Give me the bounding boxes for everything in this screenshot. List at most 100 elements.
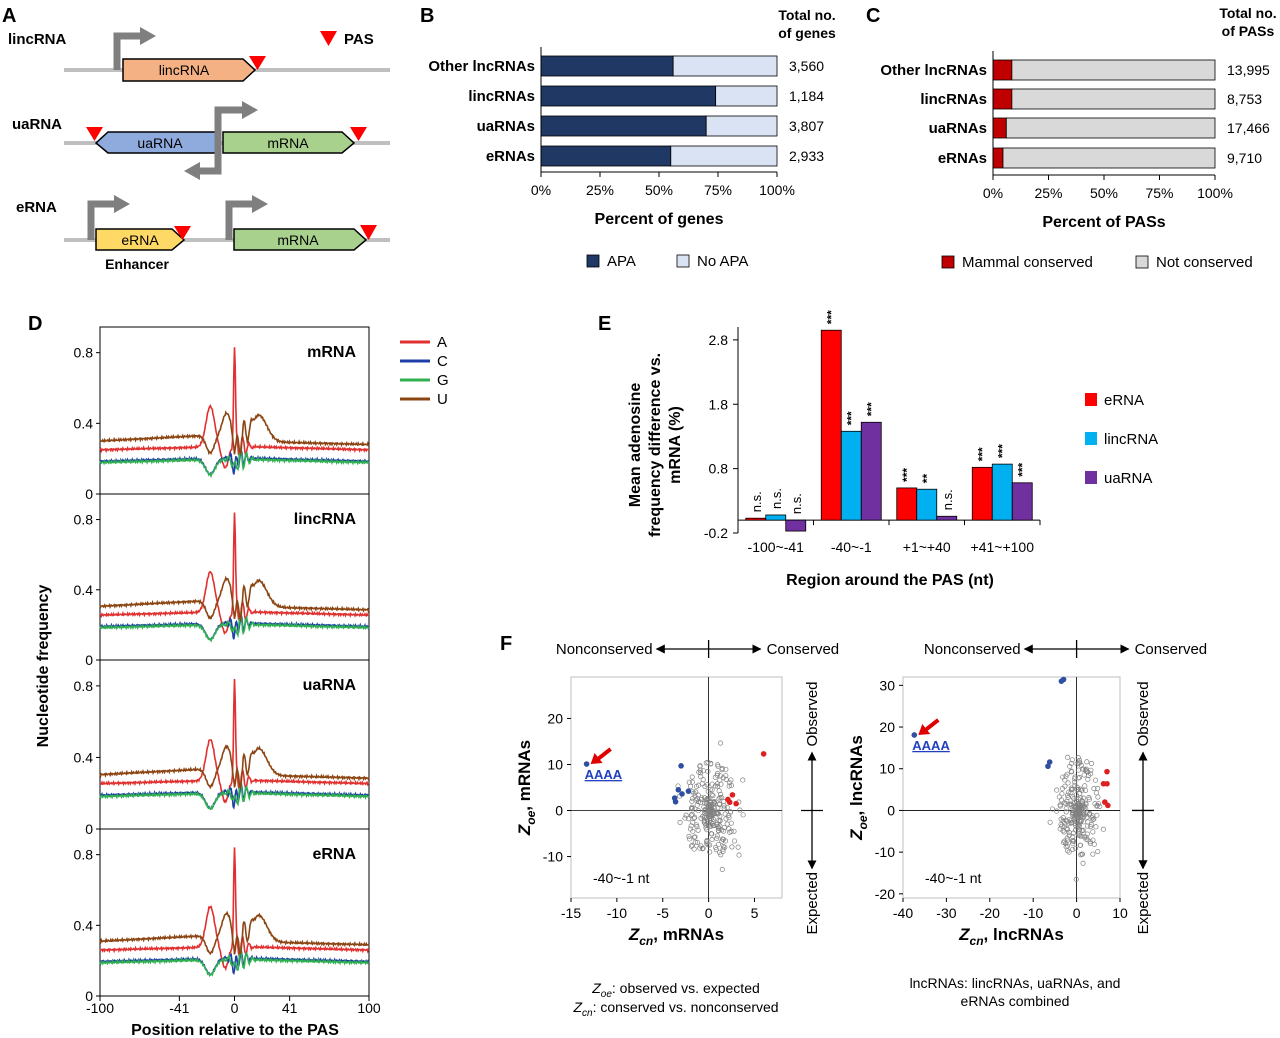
bar-segment-secondary <box>715 85 778 107</box>
background-point <box>695 792 701 798</box>
background-point <box>1070 838 1076 844</box>
background-point <box>1081 812 1087 818</box>
background-point <box>1065 794 1071 800</box>
pas-triangle-icon <box>174 226 191 240</box>
y-axis-label: Nucleotide frequency <box>35 585 52 748</box>
legend-label: Mammal conserved <box>962 254 1093 271</box>
legend-swatch <box>1085 393 1097 406</box>
background-point <box>716 849 723 855</box>
profile-line <box>99 947 369 977</box>
tss-reverse-arrow-icon <box>198 143 222 175</box>
background-point <box>1076 808 1082 815</box>
depleted-point <box>671 795 678 801</box>
x-axis-label: Region around the PAS (nt) <box>786 572 994 589</box>
x-axis-label-rest: , lncRNAs <box>984 925 1064 944</box>
y-tick-label: -10 <box>875 844 895 860</box>
profile-line <box>99 612 370 643</box>
legend-swatch <box>676 254 690 268</box>
x-tick-label: -10 <box>1023 905 1043 921</box>
mrna-box-label: mRNA <box>267 135 309 151</box>
mrna-box-label: mRNA <box>277 232 319 248</box>
category-label: Other lncRNAs <box>880 62 987 79</box>
x-tick-label: -15 <box>561 905 581 921</box>
y-tick-label: 0 <box>555 803 563 819</box>
bar-segment-primary <box>540 145 672 167</box>
y-tick-label: 0.8 <box>74 345 94 361</box>
background-point <box>1070 841 1076 847</box>
background-point <box>1091 786 1097 792</box>
background-point <box>709 837 715 843</box>
panel-b: B Total no. of genes Other lncRNAs 3,560 l… <box>420 5 836 270</box>
pas-triangle-icon <box>360 225 377 240</box>
background-point <box>740 777 746 783</box>
background-point <box>702 795 708 801</box>
y-axis-label-var: Z <box>847 829 866 841</box>
background-point <box>717 740 724 746</box>
y-tick-label: 0.4 <box>74 749 94 765</box>
background-point <box>1054 808 1060 814</box>
background-point <box>709 792 715 798</box>
tss-reverse-arrowhead-icon <box>184 162 200 180</box>
category-label: uaRNAs <box>929 120 987 137</box>
background-point <box>689 811 695 817</box>
background-point <box>1079 787 1085 793</box>
background-point <box>700 813 706 819</box>
x-axis-label-sub: cn <box>639 934 653 948</box>
background-point <box>1078 795 1084 801</box>
totals-header-line1: Total no. <box>1219 5 1276 21</box>
background-point <box>1060 839 1067 845</box>
background-point <box>689 779 695 785</box>
profile-line <box>99 678 370 804</box>
x-axis-label-var: Z <box>958 925 970 944</box>
x-axis-label: Zcn, lncRNAs <box>958 925 1064 948</box>
background-point <box>689 774 695 780</box>
x-tick-label: -20 <box>980 905 1000 921</box>
x-tick-label: -100 <box>86 1000 114 1016</box>
background-point <box>1086 811 1092 817</box>
background-point <box>713 847 719 853</box>
background-point <box>1088 771 1094 777</box>
tss-arrow-icon <box>225 200 254 240</box>
background-point <box>691 815 697 821</box>
enriched-point <box>1105 802 1111 809</box>
total-count: 3,560 <box>789 58 824 74</box>
row-label-uarna: uaRNA <box>12 116 62 133</box>
background-point <box>1063 809 1069 815</box>
total-count: 17,466 <box>1227 120 1270 136</box>
y-tick-label: 0.4 <box>74 582 94 598</box>
category-label: lincRNAs <box>920 91 987 108</box>
profile-line <box>99 847 370 972</box>
background-point <box>687 826 694 832</box>
panel-e: E Mean adenosine frequency difference vs… <box>598 310 1158 589</box>
tss-forward-arrow-icon <box>214 106 244 143</box>
legend-label: lincRNA <box>1104 431 1158 448</box>
row-label-erna: eRNA <box>16 199 57 216</box>
background-point <box>1066 849 1072 855</box>
background-point <box>699 846 705 852</box>
profile-line <box>99 448 370 478</box>
y-axis-label-line1: Mean adenosine <box>627 383 644 508</box>
background-point <box>705 807 711 813</box>
footnote-zcn: Zcn: conserved vs. nonconserved <box>572 999 778 1019</box>
x-tick-label: 50% <box>645 182 673 198</box>
x-tick-label: 0 <box>705 905 713 921</box>
background-point <box>728 828 734 834</box>
background-point <box>715 827 721 833</box>
background-point <box>691 846 697 852</box>
bar-segment-primary <box>540 85 717 107</box>
bar-segment-secondary <box>1011 88 1216 110</box>
totals-header-line1: Total no. <box>778 7 835 23</box>
bar <box>785 519 807 532</box>
erna-box-label: eRNA <box>121 232 159 248</box>
x-tick-label: -10 <box>607 905 627 921</box>
observed-label: Observed <box>804 681 821 746</box>
background-point <box>1058 816 1064 822</box>
x-tick-label: -40 <box>893 905 913 921</box>
background-point <box>1075 819 1081 825</box>
legend-label: eRNA <box>1104 392 1144 409</box>
background-point <box>683 812 689 818</box>
y-tick-label: -10 <box>543 849 563 865</box>
background-point <box>1075 755 1081 761</box>
background-point <box>721 844 727 850</box>
